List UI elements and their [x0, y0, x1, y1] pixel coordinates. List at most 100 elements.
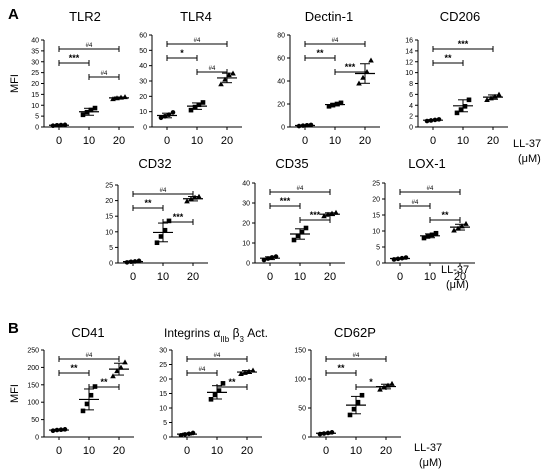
y-tick-label: 25 — [105, 183, 113, 190]
chart-title-part: Integrins α — [164, 326, 220, 340]
y-tick-label: 25 — [31, 70, 39, 77]
significance-label: #4 — [160, 188, 167, 194]
data-point — [360, 74, 366, 80]
data-point — [261, 257, 267, 263]
y-tick-label: 5 — [376, 245, 380, 252]
y-tick-label: 100 — [294, 377, 306, 384]
significance-label: *** — [458, 39, 469, 49]
y-tick-label: 25 — [159, 362, 167, 369]
y-tick-label: 40 — [31, 38, 39, 45]
data-point — [296, 123, 302, 129]
significance-label: ** — [70, 363, 78, 373]
data-point — [188, 196, 194, 202]
data-point — [326, 104, 332, 109]
data-point — [364, 69, 370, 74]
x-tick-label: 0 — [267, 271, 273, 283]
x-tick-label: 10 — [211, 445, 223, 457]
x-tick-label: 10 — [329, 135, 341, 147]
data-point — [355, 399, 361, 405]
data-point — [356, 80, 362, 86]
data-point — [273, 254, 279, 259]
y-tick-label: 0 — [143, 125, 147, 132]
y-tick-label: 0 — [246, 261, 250, 268]
conc-label-line1: LL-37 — [441, 264, 469, 276]
data-point — [132, 259, 138, 264]
significance-label: *** — [173, 212, 184, 222]
x-tick-label: 10 — [157, 271, 169, 283]
data-point — [182, 432, 188, 437]
data-point — [58, 122, 64, 128]
y-tick-label: 2 — [409, 114, 413, 121]
data-point — [84, 109, 90, 115]
conc-label-line2: (μM) — [419, 457, 442, 469]
y-tick-label: 10 — [242, 241, 250, 248]
data-point — [218, 81, 224, 87]
significance-label: #4 — [199, 367, 206, 373]
data-point — [389, 380, 395, 386]
data-point — [62, 427, 68, 432]
data-point — [458, 107, 464, 112]
data-point — [196, 102, 202, 108]
data-point — [484, 97, 490, 103]
significance-label: *** — [310, 210, 321, 220]
data-point — [462, 104, 468, 109]
data-point — [50, 123, 56, 128]
chart-title: TLR2 — [69, 9, 101, 24]
data-point — [359, 392, 365, 398]
x-tick-label: 0 — [130, 271, 136, 283]
data-point — [433, 230, 439, 236]
significance-label: #4 — [194, 38, 201, 44]
y-tick-label: 200 — [27, 365, 39, 372]
data-point — [92, 105, 98, 111]
significance-label: #4 — [209, 66, 216, 72]
data-point — [212, 392, 218, 398]
data-point — [265, 256, 271, 261]
conc-label-line1: LL-37 — [513, 138, 541, 150]
data-point — [226, 72, 232, 78]
y-tick-label: 20 — [242, 221, 250, 228]
data-point — [222, 76, 228, 82]
significance-label: ** — [441, 210, 449, 220]
data-point — [80, 112, 86, 118]
y-tick-label: 15 — [372, 213, 380, 220]
x-tick-label: 10 — [457, 135, 469, 147]
chart-title: CD41 — [71, 325, 104, 340]
data-point — [395, 256, 401, 262]
data-point — [166, 112, 172, 118]
y-axis-label: MFI — [9, 384, 21, 403]
data-point — [114, 95, 120, 101]
y-tick-label: 0 — [409, 125, 413, 132]
y-tick-label: 6 — [409, 92, 413, 99]
y-tick-label: 20 — [277, 102, 285, 109]
data-point — [178, 432, 184, 438]
y-tick-label: 0 — [163, 435, 167, 442]
data-point — [463, 220, 469, 226]
significance-label: ** — [100, 377, 108, 387]
y-tick-label: 35 — [31, 48, 39, 55]
chart-panel: CD35 0 10 20 30 40 0 10 20 #4 *** *** — [242, 156, 345, 283]
y-tick-label: 10 — [31, 103, 39, 110]
x-tick-label: 10 — [83, 445, 95, 457]
chart-title: CD206 — [440, 9, 480, 24]
x-tick-label: 20 — [324, 271, 336, 283]
y-tick-label: 10 — [372, 229, 380, 236]
data-point — [334, 101, 340, 107]
y-tick-label: 5 — [35, 114, 39, 121]
significance-label: #4 — [214, 353, 221, 359]
y-tick-label: 15 — [31, 92, 39, 99]
chart-panel: TLR2 0 5 10 15 20 25 30 35 40 0 10 20 MFI #4 *** #4 — [9, 9, 134, 147]
data-point — [428, 118, 434, 123]
data-point — [451, 227, 457, 233]
data-point — [50, 428, 56, 434]
x-tick-label: 20 — [359, 135, 371, 147]
data-point — [424, 118, 430, 124]
y-tick-label: 0 — [109, 261, 113, 268]
significance-label: #4 — [86, 353, 93, 359]
data-point — [455, 225, 461, 231]
data-point — [459, 223, 465, 229]
data-point — [58, 427, 64, 432]
chart-title-subscript: 3 — [239, 335, 244, 344]
y-tick-label: 5 — [109, 245, 113, 252]
